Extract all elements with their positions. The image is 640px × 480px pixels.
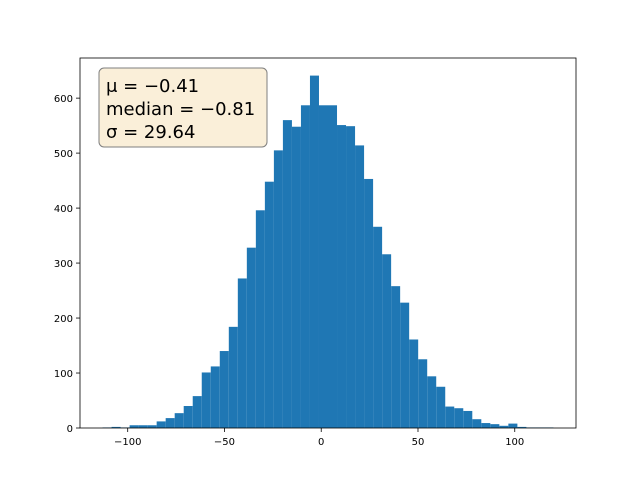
bar xyxy=(129,425,139,428)
bar xyxy=(291,126,301,428)
bar xyxy=(255,210,265,428)
bar xyxy=(490,424,500,428)
y-tick-label: 400 xyxy=(54,204,73,215)
bar xyxy=(174,413,184,428)
bar xyxy=(364,178,374,428)
bar xyxy=(165,418,175,428)
bar xyxy=(201,372,211,428)
plot-area xyxy=(102,75,554,429)
x-tick-label: −50 xyxy=(214,437,235,448)
bar xyxy=(111,426,121,428)
x-tick-label: 0 xyxy=(318,437,324,448)
bar xyxy=(481,423,491,428)
bar xyxy=(418,359,428,428)
y-tick-label: 300 xyxy=(54,259,73,270)
bar xyxy=(346,126,356,428)
y-tick-label: 600 xyxy=(54,94,73,105)
bar xyxy=(309,75,319,428)
bar xyxy=(409,339,419,428)
bar xyxy=(183,406,193,428)
bar xyxy=(147,425,157,428)
bar xyxy=(454,408,464,428)
y-tick-label: 0 xyxy=(67,424,73,435)
bar xyxy=(391,286,401,428)
axes-frame xyxy=(79,57,577,429)
x-tick-label: −100 xyxy=(114,437,141,448)
bar xyxy=(273,150,283,428)
annotation-line: σ = 29.64 xyxy=(106,122,195,143)
bar xyxy=(427,376,437,428)
bar xyxy=(318,105,328,429)
bar xyxy=(400,302,410,428)
bar xyxy=(264,181,274,428)
bar xyxy=(282,120,292,428)
bar xyxy=(219,351,229,428)
bar xyxy=(517,426,527,428)
y-tick-label: 500 xyxy=(54,149,73,160)
bar xyxy=(228,326,238,428)
bar xyxy=(156,421,166,428)
bar xyxy=(373,226,383,428)
bar xyxy=(246,247,256,428)
bar xyxy=(445,406,455,428)
bar xyxy=(328,105,338,429)
x-tick-label: 100 xyxy=(505,437,524,448)
bar xyxy=(337,125,347,428)
bar xyxy=(355,145,365,429)
annotation-line: μ = −0.41 xyxy=(106,76,199,97)
bar xyxy=(436,386,446,428)
bar xyxy=(138,425,148,428)
annotation-box xyxy=(98,67,268,148)
bar xyxy=(192,396,202,428)
bar xyxy=(499,425,509,428)
annotation-line: median = −0.81 xyxy=(106,99,255,120)
bar xyxy=(472,419,482,428)
bar xyxy=(382,254,392,428)
y-tick-label: 200 xyxy=(54,314,73,325)
bar xyxy=(210,366,220,428)
bar xyxy=(463,410,473,428)
bar xyxy=(508,423,518,428)
bar xyxy=(300,105,310,429)
y-tick-label: 100 xyxy=(54,369,73,380)
x-tick-label: 50 xyxy=(412,437,425,448)
bar xyxy=(237,278,247,428)
